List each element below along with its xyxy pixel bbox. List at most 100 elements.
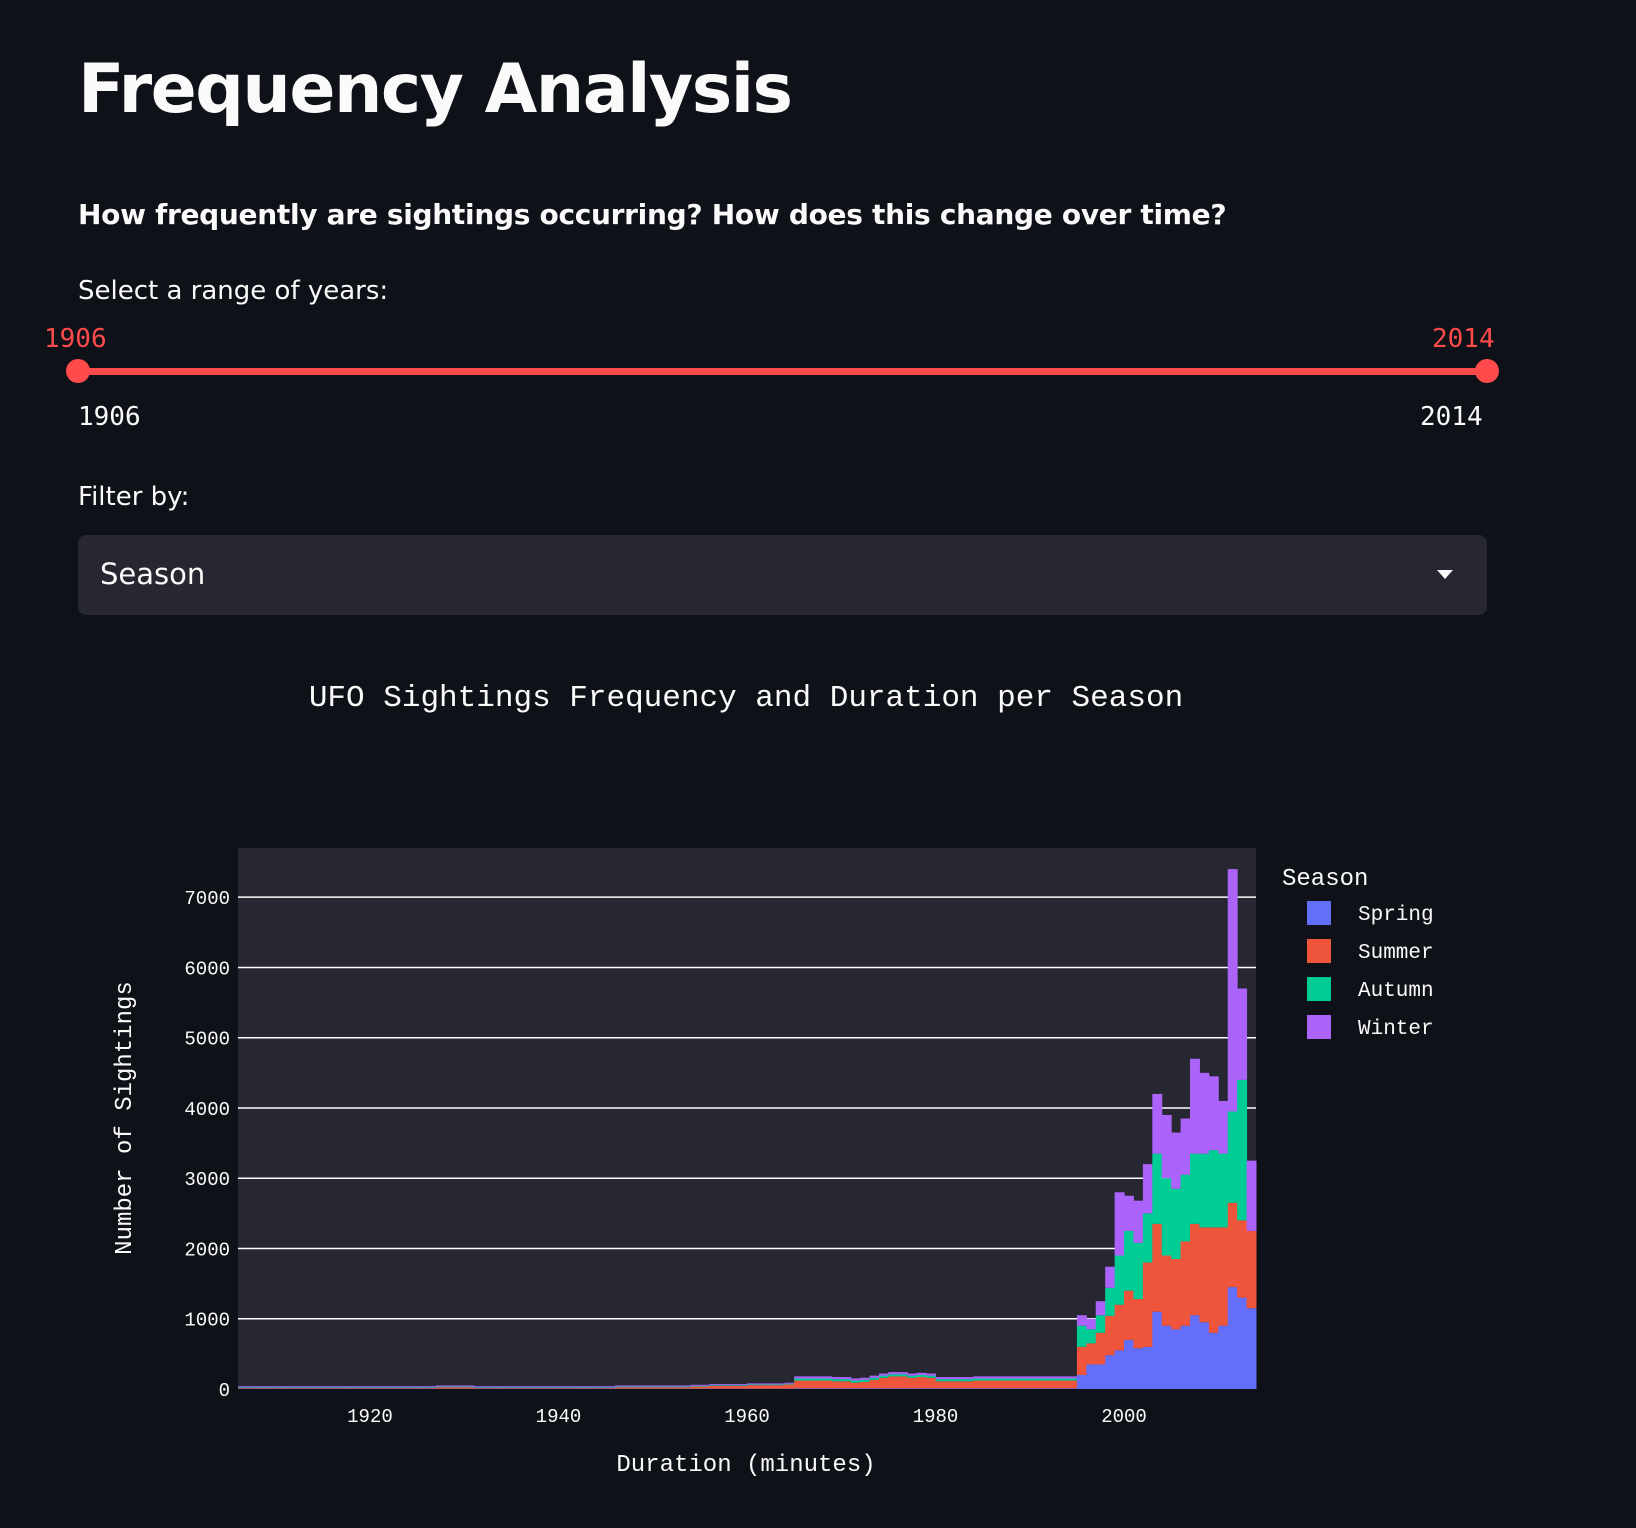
- bar-winter: [464, 1385, 475, 1387]
- bar-summer: [256, 1387, 267, 1389]
- bar-summer: [530, 1387, 541, 1389]
- bar-winter: [1086, 1318, 1097, 1330]
- bar-winter: [765, 1383, 776, 1385]
- bar-spring: [869, 1388, 880, 1389]
- bar-winter: [266, 1386, 277, 1388]
- bar-autumn: [916, 1374, 927, 1378]
- bar-spring: [1010, 1388, 1021, 1389]
- bar-summer: [1161, 1255, 1172, 1326]
- bar-summer: [878, 1377, 889, 1389]
- legend-swatch-autumn[interactable]: [1307, 977, 1331, 1001]
- bar-autumn: [238, 1387, 248, 1388]
- bar-summer: [473, 1387, 484, 1389]
- bar-summer: [1076, 1346, 1087, 1375]
- bar-summer: [369, 1387, 380, 1389]
- bar-spring: [1076, 1374, 1087, 1389]
- bar-spring: [1058, 1388, 1068, 1389]
- filter-select[interactable]: Season: [78, 535, 1487, 615]
- bar-summer: [1133, 1299, 1144, 1349]
- bar-summer: [1067, 1380, 1078, 1389]
- bar-summer: [435, 1387, 446, 1389]
- bar-summer: [690, 1386, 701, 1389]
- year-range-slider-track[interactable]: [78, 368, 1487, 375]
- bar-autumn: [530, 1387, 541, 1388]
- bar-summer: [1114, 1304, 1125, 1351]
- bar-autumn: [624, 1386, 635, 1388]
- bar-summer: [784, 1384, 795, 1389]
- bar-summer: [841, 1381, 852, 1389]
- axes: 0 1000 2000 3000 4000 5000 6000 7000 1920 1940 196…: [184, 888, 1146, 1428]
- bar-autumn: [718, 1385, 729, 1386]
- slider-high-handle[interactable]: [1475, 359, 1499, 383]
- y-tick-label: 5000: [184, 1029, 230, 1051]
- bar-summer: [737, 1385, 748, 1389]
- bar-spring: [1199, 1322, 1210, 1389]
- bar-autumn: [351, 1387, 362, 1388]
- bar-autumn: [831, 1379, 842, 1382]
- bar-spring: [1001, 1388, 1012, 1389]
- bar-spring: [1067, 1388, 1078, 1389]
- bar-winter: [699, 1384, 710, 1386]
- x-axis-title: Duration (minutes): [616, 1452, 875, 1479]
- bar-winter: [1171, 1132, 1182, 1189]
- x-tick-label: 1940: [536, 1406, 582, 1428]
- bar-winter: [1227, 869, 1238, 1112]
- bar-summer: [1171, 1259, 1182, 1330]
- legend-label-spring[interactable]: Spring: [1358, 904, 1434, 927]
- bar-summer: [1124, 1290, 1134, 1340]
- legend-label-summer[interactable]: Summer: [1358, 942, 1434, 965]
- bar-spring: [1190, 1315, 1200, 1389]
- legend-swatch-winter[interactable]: [1307, 1015, 1331, 1039]
- bar-winter: [1048, 1376, 1059, 1379]
- bar-summer: [275, 1387, 286, 1389]
- bar-winter: [558, 1386, 569, 1388]
- bar-autumn: [275, 1387, 286, 1388]
- bar-summer: [888, 1376, 899, 1389]
- bar-autumn: [1067, 1378, 1078, 1381]
- bar-winter: [351, 1386, 362, 1388]
- y-tick-label: 3000: [184, 1169, 230, 1191]
- bar-winter: [1020, 1376, 1031, 1379]
- bar-autumn: [709, 1385, 720, 1386]
- bar-winter: [1180, 1118, 1191, 1175]
- legend-swatch-summer[interactable]: [1307, 939, 1331, 963]
- bar-summer: [303, 1387, 314, 1389]
- bar-winter: [869, 1375, 880, 1378]
- bar-spring: [944, 1388, 955, 1389]
- bar-autumn: [1020, 1378, 1031, 1381]
- bar-autumn: [303, 1387, 314, 1388]
- bar-winter: [681, 1385, 691, 1387]
- bar-winter: [501, 1386, 512, 1388]
- slider-low-handle[interactable]: [66, 359, 90, 383]
- bar-summer: [973, 1380, 984, 1389]
- legend-label-autumn[interactable]: Autumn: [1358, 980, 1434, 1003]
- legend-swatch-spring[interactable]: [1307, 901, 1331, 925]
- legend-label-winter[interactable]: Winter: [1358, 1018, 1434, 1041]
- bar-autumn: [407, 1387, 418, 1388]
- bar-autumn: [256, 1387, 267, 1388]
- bar-summer: [520, 1387, 531, 1389]
- bar-winter: [1161, 1114, 1172, 1179]
- bar-winter: [605, 1386, 616, 1388]
- bar-winter: [511, 1386, 522, 1388]
- bar-winter: [1095, 1301, 1106, 1316]
- bar-summer: [652, 1387, 663, 1389]
- bar-summer: [379, 1387, 390, 1389]
- bar-summer: [1001, 1380, 1012, 1389]
- bar-winter: [275, 1386, 286, 1388]
- sightings-chart: 0 1000 2000 3000 4000 5000 6000 7000 1920 1940 196…: [112, 681, 1434, 1479]
- bar-spring: [1048, 1388, 1059, 1389]
- bar-winter: [822, 1376, 833, 1379]
- bar-summer: [605, 1387, 616, 1389]
- bar-summer: [643, 1387, 654, 1389]
- bar-autumn: [1142, 1213, 1153, 1263]
- bar-summer: [916, 1377, 927, 1389]
- bar-autumn: [1218, 1153, 1229, 1228]
- chevron-down-icon[interactable]: [1437, 570, 1453, 579]
- x-tick-label: 1960: [724, 1406, 770, 1428]
- bar-summer: [1048, 1380, 1059, 1389]
- bar-winter: [643, 1385, 654, 1387]
- bar-autumn: [812, 1378, 823, 1381]
- bar-winter: [586, 1386, 597, 1388]
- bar-winter: [1010, 1376, 1021, 1379]
